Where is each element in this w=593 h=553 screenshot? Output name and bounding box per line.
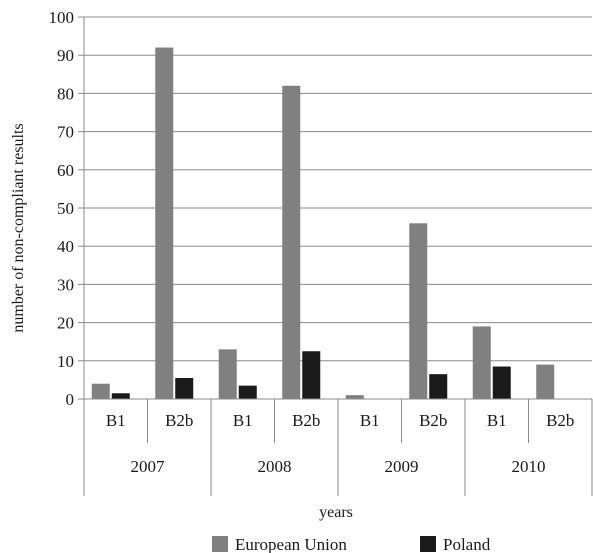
x-group-label: 2010 [512, 457, 546, 476]
bar [536, 364, 555, 399]
bar [218, 349, 237, 399]
legend-swatch [420, 536, 436, 552]
x-category-label: B2b [292, 411, 320, 430]
x-category-label: B2b [546, 411, 574, 430]
y-tick-label: 90 [57, 46, 74, 65]
x-group-label: 2007 [131, 457, 166, 476]
x-group-label: 2009 [385, 457, 419, 476]
y-tick-label: 100 [49, 8, 75, 27]
y-tick-label: 20 [57, 314, 74, 333]
x-category-label: B1 [233, 411, 253, 430]
bar [492, 366, 511, 399]
legend: European Union Poland [212, 535, 491, 553]
bar [345, 395, 364, 399]
legend-label: European Union [235, 535, 347, 553]
y-tick-label: 0 [66, 390, 75, 409]
y-tick-label: 50 [57, 199, 74, 218]
bar [155, 47, 174, 400]
y-axis-ticks: 0 10 20 30 40 50 60 70 80 90 100 [49, 8, 84, 409]
y-tick-label: 30 [57, 275, 74, 294]
bar [238, 385, 257, 399]
legend-label: Poland [443, 535, 491, 553]
y-tick-label: 10 [57, 352, 74, 371]
y-tick-label: 60 [57, 161, 74, 180]
bar [175, 377, 194, 399]
bar [302, 351, 321, 399]
bars [91, 47, 555, 400]
x-group-label: 2008 [258, 457, 292, 476]
bar [282, 85, 301, 399]
x-axis: B1 B2b B1 B2b B1 B2b B1 B2b 2007 2008 2009 2010 [83, 398, 593, 496]
x-category-label: B2b [165, 411, 193, 430]
bar [91, 383, 110, 399]
x-category-label: B1 [360, 411, 380, 430]
bar [409, 223, 428, 399]
x-category-label: B1 [487, 411, 507, 430]
bar [111, 393, 130, 399]
y-tick-label: 80 [57, 84, 74, 103]
x-category-label: B2b [419, 411, 447, 430]
x-axis-label: years [319, 504, 353, 521]
bar [429, 374, 448, 399]
y-tick-label: 40 [57, 237, 74, 256]
y-tick-label: 70 [57, 123, 74, 142]
bar [472, 326, 491, 399]
y-axis-label: number of non-compliant results [10, 123, 27, 332]
x-category-label: B1 [106, 411, 126, 430]
legend-swatch [212, 536, 228, 552]
